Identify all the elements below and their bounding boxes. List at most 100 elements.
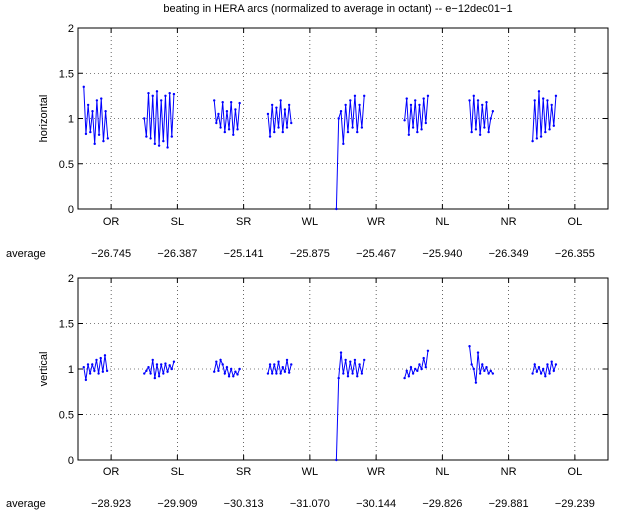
series-wl — [266, 99, 293, 138]
data-point — [164, 94, 167, 98]
average-value: −30.313 — [224, 498, 264, 510]
data-point — [476, 351, 480, 354]
data-point — [106, 137, 110, 140]
data-point — [215, 121, 218, 125]
series-line — [404, 95, 429, 135]
data-point — [266, 372, 270, 375]
data-point — [487, 130, 490, 134]
data-point — [103, 354, 107, 357]
y-tick-label: 0.5 — [59, 159, 74, 171]
data-point — [153, 376, 157, 380]
series-wr — [335, 94, 366, 211]
series-line — [83, 355, 108, 381]
series-line — [335, 95, 365, 210]
x-tick-label: SL — [171, 216, 184, 228]
data-point — [339, 351, 343, 354]
data-point — [335, 458, 338, 462]
data-point — [363, 94, 366, 98]
series-line — [532, 91, 557, 142]
y-axis-label: horizontal — [38, 95, 50, 143]
average-value: −26.745 — [91, 248, 131, 260]
data-point — [535, 137, 539, 140]
data-point — [275, 106, 278, 109]
data-point — [476, 99, 480, 102]
data-point — [236, 128, 239, 131]
data-point — [544, 375, 547, 378]
data-point — [97, 372, 100, 375]
data-point — [273, 363, 276, 366]
data-point — [337, 117, 340, 120]
chart-title: beating in HERA arcs (normalized to aver… — [163, 3, 512, 15]
data-point — [217, 369, 220, 373]
data-point — [227, 375, 231, 378]
data-point — [531, 372, 534, 375]
series-or — [82, 85, 110, 146]
data-point — [409, 365, 413, 369]
data-point — [84, 378, 88, 382]
data-point — [546, 363, 549, 366]
average-value: −25.141 — [224, 248, 264, 260]
data-point — [405, 97, 408, 100]
data-point — [147, 365, 150, 369]
data-point — [168, 364, 171, 367]
data-point — [215, 360, 218, 363]
data-point — [491, 110, 495, 113]
data-point — [89, 130, 92, 134]
data-point — [238, 367, 241, 371]
x-tick-label: NL — [435, 466, 449, 478]
data-point — [346, 375, 350, 378]
data-point — [470, 363, 473, 366]
data-point — [485, 365, 488, 369]
data-point — [279, 99, 282, 102]
data-point — [548, 128, 551, 131]
data-point — [219, 358, 222, 362]
data-point — [533, 99, 536, 102]
data-point — [149, 372, 152, 375]
data-point — [478, 133, 482, 136]
chart-panel-horizontal: 0 0.5 1 1.5 2 horizontal OR −26.745 SL −26.387 SR −… — [6, 23, 609, 260]
series-sl — [143, 90, 176, 149]
data-point — [351, 372, 354, 375]
data-point — [539, 372, 543, 375]
data-point — [229, 367, 233, 371]
data-point — [170, 135, 174, 138]
data-point — [290, 121, 293, 125]
data-point — [93, 369, 96, 373]
data-point — [223, 130, 227, 134]
x-tick-label: NR — [501, 466, 517, 478]
data-point — [162, 139, 165, 143]
data-point — [223, 372, 227, 375]
series-ol — [531, 90, 558, 143]
series-nr — [468, 345, 495, 384]
data-point — [270, 103, 274, 107]
data-point — [416, 130, 419, 134]
y-tick-label: 0 — [68, 204, 74, 216]
data-point — [414, 367, 417, 371]
y-tick-label: 1 — [68, 364, 74, 376]
data-point — [418, 363, 421, 366]
data-point — [483, 126, 486, 129]
data-point — [268, 363, 272, 366]
data-point — [418, 103, 421, 107]
x-tick-label: WR — [367, 216, 385, 228]
data-point — [489, 117, 492, 120]
data-point — [426, 349, 430, 352]
data-point — [409, 103, 413, 107]
data-point — [82, 365, 85, 369]
series-sr — [213, 99, 241, 136]
data-point — [554, 363, 558, 366]
data-point — [424, 121, 428, 125]
data-point — [143, 372, 146, 375]
data-point — [478, 372, 482, 375]
data-point — [93, 142, 96, 146]
y-tick-label: 2 — [68, 273, 74, 285]
data-point — [285, 358, 289, 362]
data-point — [217, 112, 220, 116]
data-point — [170, 367, 174, 371]
average-value: −26.355 — [555, 248, 595, 260]
data-point — [287, 103, 291, 107]
series-line — [404, 350, 429, 379]
y-tick-label: 1 — [68, 114, 74, 126]
data-point — [234, 370, 237, 373]
